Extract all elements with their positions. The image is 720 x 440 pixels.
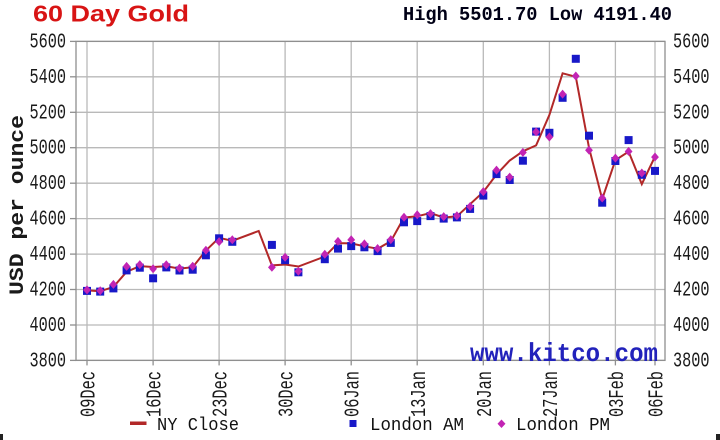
svg-text:27Jan: 27Jan bbox=[541, 371, 564, 417]
svg-text:4600: 4600 bbox=[673, 209, 710, 232]
svg-text:4200: 4200 bbox=[673, 280, 710, 303]
svg-text:USD per ounce: USD per ounce bbox=[7, 115, 30, 295]
svg-text:13Jan: 13Jan bbox=[409, 371, 432, 417]
svg-text:4800: 4800 bbox=[30, 173, 67, 196]
svg-text:3800: 3800 bbox=[30, 350, 67, 373]
svg-text:03Feb: 03Feb bbox=[607, 371, 630, 417]
svg-text:5200: 5200 bbox=[673, 102, 710, 125]
svg-text:3800: 3800 bbox=[673, 350, 710, 373]
svg-text:30Dec: 30Dec bbox=[277, 371, 300, 417]
svg-text:5600: 5600 bbox=[673, 31, 710, 54]
svg-text:5000: 5000 bbox=[673, 138, 710, 161]
svg-text:5400: 5400 bbox=[673, 67, 710, 90]
svg-text:4800: 4800 bbox=[673, 173, 710, 196]
svg-text:09Dec: 09Dec bbox=[79, 371, 102, 417]
svg-text:06Feb: 06Feb bbox=[647, 371, 670, 417]
svg-text:4400: 4400 bbox=[30, 244, 67, 267]
svg-text:London PM: London PM bbox=[516, 416, 610, 436]
svg-text:20Jan: 20Jan bbox=[475, 371, 498, 417]
svg-text:4600: 4600 bbox=[30, 209, 67, 232]
svg-text:4200: 4200 bbox=[30, 280, 67, 303]
svg-text:06Jan: 06Jan bbox=[343, 371, 366, 417]
svg-text:5400: 5400 bbox=[30, 67, 67, 90]
svg-text:23Dec: 23Dec bbox=[211, 371, 234, 417]
svg-text:London AM: London AM bbox=[370, 416, 464, 436]
svg-text:High 5501.70 Low 4191.40: High 5501.70 Low 4191.40 bbox=[403, 4, 672, 26]
svg-text:5200: 5200 bbox=[30, 102, 67, 125]
svg-text:4400: 4400 bbox=[673, 244, 710, 267]
svg-text:60 Day Gold: 60 Day Gold bbox=[33, 1, 189, 27]
svg-text:5000: 5000 bbox=[30, 138, 67, 161]
svg-text:www.kitco.com: www.kitco.com bbox=[470, 339, 658, 369]
svg-text:16Dec: 16Dec bbox=[145, 371, 168, 417]
svg-text:5600: 5600 bbox=[30, 31, 67, 54]
svg-text:4000: 4000 bbox=[30, 315, 67, 338]
svg-text:4000: 4000 bbox=[673, 315, 710, 338]
svg-text:NY Close: NY Close bbox=[157, 416, 239, 436]
